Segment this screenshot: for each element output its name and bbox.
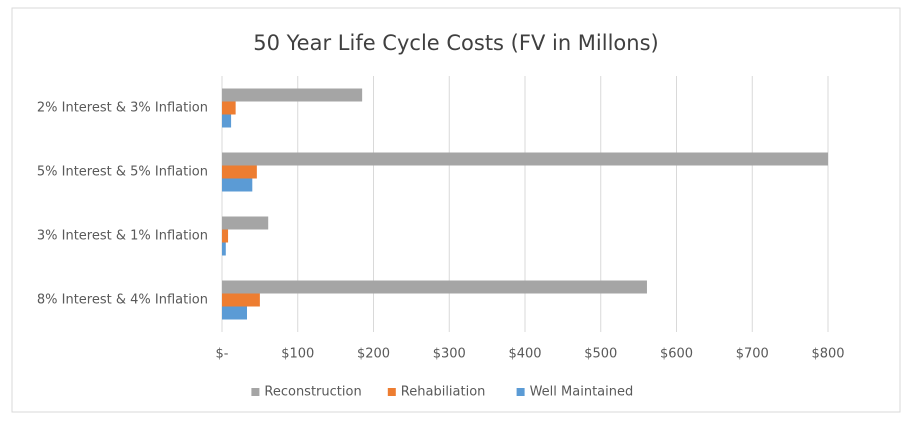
- y-tick-label: 2% Interest & 3% Inflation: [37, 101, 208, 116]
- x-tick-label: $100: [281, 347, 314, 362]
- bar: [222, 280, 647, 294]
- bar: [222, 293, 260, 307]
- legend-label: Well Maintained: [530, 385, 634, 400]
- legend-swatch: [516, 388, 525, 396]
- legend-swatch: [387, 388, 396, 396]
- bar: [222, 114, 232, 128]
- bar: [222, 229, 229, 243]
- bar: [222, 306, 247, 320]
- bar: [222, 152, 828, 166]
- bar: [222, 242, 226, 256]
- x-tick-label: $-: [216, 347, 229, 362]
- bar: [222, 178, 253, 192]
- legend-label: Reconstruction: [264, 385, 361, 400]
- x-tick-label: $400: [508, 347, 541, 362]
- x-tick-label: $200: [357, 347, 390, 362]
- legend-label: Rehabiliation: [401, 385, 486, 400]
- legend-swatch: [251, 388, 260, 396]
- y-tick-label: 5% Interest & 5% Inflation: [37, 165, 208, 180]
- x-tick-label: $700: [736, 347, 769, 362]
- bar: [222, 101, 236, 115]
- bar: [222, 88, 363, 102]
- bar: [222, 165, 257, 179]
- y-tick-label: 3% Interest & 1% Inflation: [37, 229, 208, 244]
- x-tick-label: $500: [584, 347, 617, 362]
- bar: [222, 216, 269, 230]
- x-tick-label: $600: [660, 347, 693, 362]
- x-tick-label: $800: [811, 347, 844, 362]
- x-tick-label: $300: [433, 347, 466, 362]
- y-tick-label: 8% Interest & 4% Inflation: [37, 293, 208, 308]
- chart-title: 50 Year Life Cycle Costs (FV in Millons): [253, 31, 658, 55]
